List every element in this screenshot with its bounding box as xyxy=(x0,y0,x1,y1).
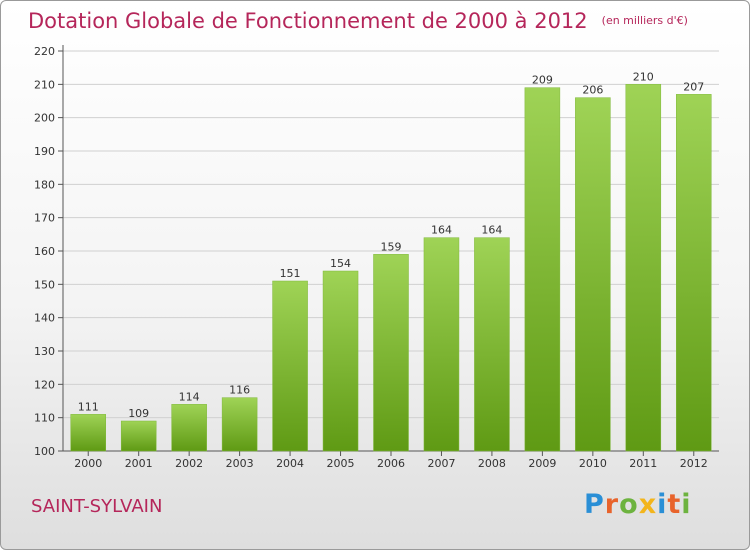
value-label-2010: 206 xyxy=(582,84,603,97)
x-tick-label-2003: 2003 xyxy=(226,457,254,470)
value-labels: 111 109 114 116 151 154 159 164 164 209 206 210 207 xyxy=(78,70,705,420)
y-tick-label: 190 xyxy=(34,145,55,158)
y-tick-label: 120 xyxy=(34,378,55,391)
y-tick-labels: 100 110 120 130 140 150 160 170 180 190 200 210 220 xyxy=(34,45,55,458)
y-tick-label: 160 xyxy=(34,245,55,258)
logo-letter: i xyxy=(657,489,668,520)
bar-2010 xyxy=(575,97,611,452)
logo-letter: P xyxy=(584,489,605,520)
logo-letter: i xyxy=(681,489,692,520)
value-label-2002: 114 xyxy=(179,390,200,403)
bar-2011 xyxy=(625,84,662,452)
bar-2008 xyxy=(474,237,510,452)
x-tick-label-2005: 2005 xyxy=(327,457,355,470)
x-tick-label-2007: 2007 xyxy=(427,457,455,470)
bar-2009 xyxy=(524,87,561,452)
bar-2012 xyxy=(676,94,712,452)
proxiti-logo: Proxiti xyxy=(584,489,692,520)
value-label-2009: 209 xyxy=(532,74,553,87)
x-tick-labels: 2000 2001 2002 2003 2004 2005 2006 2007 2008 2009… xyxy=(74,457,708,470)
chart-title: Dotation Globale de Fonctionnement de 20… xyxy=(28,9,688,33)
logo-letter: x xyxy=(638,489,658,520)
y-tick-label: 180 xyxy=(34,178,55,191)
x-tick-label-2001: 2001 xyxy=(125,457,153,470)
x-tick-label-2010: 2010 xyxy=(579,457,607,470)
bars xyxy=(70,84,712,452)
bar-2007 xyxy=(423,237,460,452)
bar-2005 xyxy=(322,270,359,452)
logo-letter: t xyxy=(667,489,682,520)
commune-name: SAINT-SYLVAIN xyxy=(31,496,163,517)
value-label-2006: 159 xyxy=(381,240,402,253)
bar-2002 xyxy=(171,404,207,452)
x-tick-label-2009: 2009 xyxy=(528,457,556,470)
value-label-2000: 111 xyxy=(78,400,99,413)
value-label-2007: 164 xyxy=(431,224,452,237)
y-tick-label: 100 xyxy=(34,445,55,458)
bar-2006 xyxy=(373,254,409,452)
y-tick-label: 210 xyxy=(34,78,55,91)
x-tick-label-2006: 2006 xyxy=(377,457,405,470)
bar-2004 xyxy=(272,280,308,452)
value-label-2003: 116 xyxy=(229,384,250,397)
chart-subtitle: (en milliers d'€) xyxy=(601,14,688,27)
x-tick-label-2002: 2002 xyxy=(175,457,203,470)
value-label-2008: 164 xyxy=(481,224,502,237)
x-tick-label-2012: 2012 xyxy=(680,457,708,470)
logo-letter: o xyxy=(619,489,639,520)
value-label-2011: 210 xyxy=(633,70,654,83)
value-label-2005: 154 xyxy=(330,257,351,270)
y-tick-label: 200 xyxy=(34,112,55,125)
bar-2003 xyxy=(221,397,258,452)
value-label-2001: 109 xyxy=(128,407,149,420)
bar-2001 xyxy=(120,420,157,452)
value-label-2012: 207 xyxy=(683,80,704,93)
logo-letter: r xyxy=(604,489,620,520)
y-tick-label: 110 xyxy=(34,412,55,425)
y-tick-label: 150 xyxy=(34,278,55,291)
bar-2000 xyxy=(70,414,106,452)
y-tick-label: 220 xyxy=(34,45,55,58)
title-text: Dotation Globale de Fonctionnement de 20… xyxy=(28,9,588,33)
value-label-2004: 151 xyxy=(280,267,301,280)
y-tick-label: 130 xyxy=(34,345,55,358)
x-tick-label-2000: 2000 xyxy=(74,457,102,470)
y-tick-label: 140 xyxy=(34,312,55,325)
y-tick-label: 170 xyxy=(34,212,55,225)
x-tick-label-2011: 2011 xyxy=(629,457,657,470)
x-tick-label-2008: 2008 xyxy=(478,457,506,470)
x-tick-label-2004: 2004 xyxy=(276,457,304,470)
